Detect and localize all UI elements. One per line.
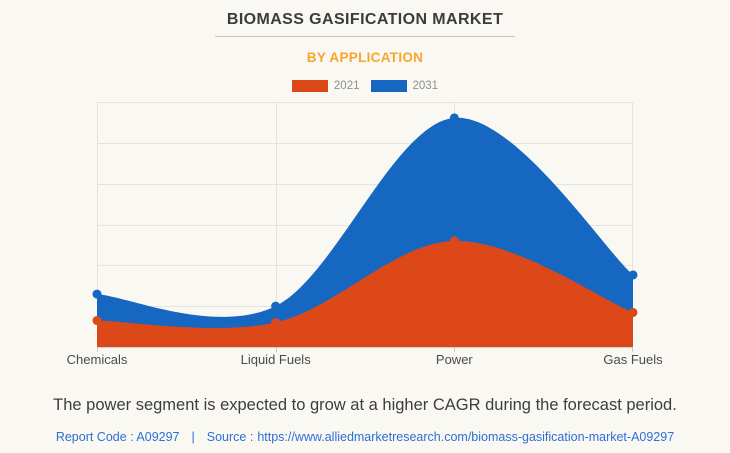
footer-separator: | (191, 430, 195, 444)
series-area-2021 (97, 240, 633, 347)
data-point-2031 (271, 301, 281, 311)
report-code: Report Code : A09297 (55, 430, 180, 444)
legend-item-2031[interactable]: 2031 (370, 80, 439, 92)
data-point-2021 (92, 316, 102, 326)
data-point-2021 (449, 236, 459, 246)
x-axis-label: Power (435, 352, 473, 367)
title-divider (215, 36, 515, 37)
chart-legend: 2021 2031 (0, 80, 730, 92)
x-axis-label: Chemicals (66, 352, 128, 367)
legend-swatch-2031 (370, 80, 407, 92)
chart-subtitle: BY APPLICATION (306, 50, 424, 65)
report-footer: Report Code : A09297 | Source : https://w… (0, 430, 730, 444)
legend-item-2021[interactable]: 2021 (291, 80, 360, 92)
area-chart-canvas (92, 102, 638, 352)
legend-label: 2031 (412, 80, 439, 92)
data-point-2031 (628, 270, 638, 280)
data-point-2021 (271, 318, 281, 327)
legend-swatch-2021 (291, 80, 328, 92)
x-axis-label: Gas Fuels (603, 352, 663, 367)
source-label: Source : (206, 430, 254, 444)
data-point-2031 (449, 113, 459, 123)
chart-note: The power segment is expected to grow at… (53, 396, 677, 414)
source-wrap: Source : https://www.alliedmarketresearch… (207, 430, 674, 444)
x-axis-label: Liquid Fuels (240, 352, 311, 367)
data-point-2031 (92, 289, 102, 299)
data-point-2021 (628, 307, 638, 317)
page-title: BIOMASS GASIFICATION MARKET (226, 11, 504, 28)
legend-label: 2021 (333, 80, 360, 92)
source-link[interactable]: https://www.alliedmarketresearch.com/bio… (257, 430, 675, 444)
